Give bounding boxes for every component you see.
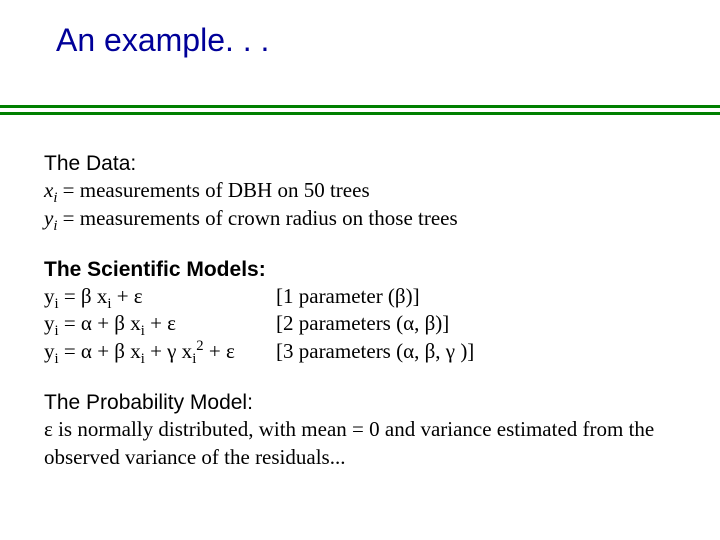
model-row-1: yi = β xi + ε [1 parameter (β)]	[44, 283, 676, 310]
title-divider	[0, 105, 720, 115]
model-row-2: yi = α + β xi + ε [2 parameters (α, β)]	[44, 310, 676, 337]
probability-heading: The Probability Model:	[44, 389, 676, 416]
section-probability: The Probability Model: ε is normally dis…	[44, 389, 676, 471]
slide-body: The Data: xi = measurements of DBH on 50…	[44, 150, 676, 495]
model-desc-1: [1 parameter (β)]	[276, 283, 420, 310]
divider-line-top	[0, 105, 720, 108]
section-data: The Data: xi = measurements of DBH on 50…	[44, 150, 676, 232]
models-heading: The Scientific Models:	[44, 256, 676, 283]
model-row-3: yi = α + β xi + γ xi2 + ε [3 parameters …	[44, 338, 676, 365]
divider-line-bottom	[0, 112, 720, 115]
model-eq-3: yi = α + β xi + γ xi2 + ε	[44, 338, 276, 365]
slide-title: An example. . .	[56, 22, 269, 59]
model-desc-3: [3 parameters (α, β, γ )]	[276, 338, 474, 365]
model-eq-2: yi = α + β xi + ε	[44, 310, 276, 337]
probability-body: ε is normally distributed, with mean = 0…	[44, 416, 676, 471]
data-heading: The Data:	[44, 150, 676, 177]
data-line-2: yi = measurements of crown radius on tho…	[44, 205, 676, 232]
section-models: The Scientific Models: yi = β xi + ε [1 …	[44, 256, 676, 365]
data-line-1: xi = measurements of DBH on 50 trees	[44, 177, 676, 204]
model-eq-1: yi = β xi + ε	[44, 283, 276, 310]
model-desc-2: [2 parameters (α, β)]	[276, 310, 449, 337]
